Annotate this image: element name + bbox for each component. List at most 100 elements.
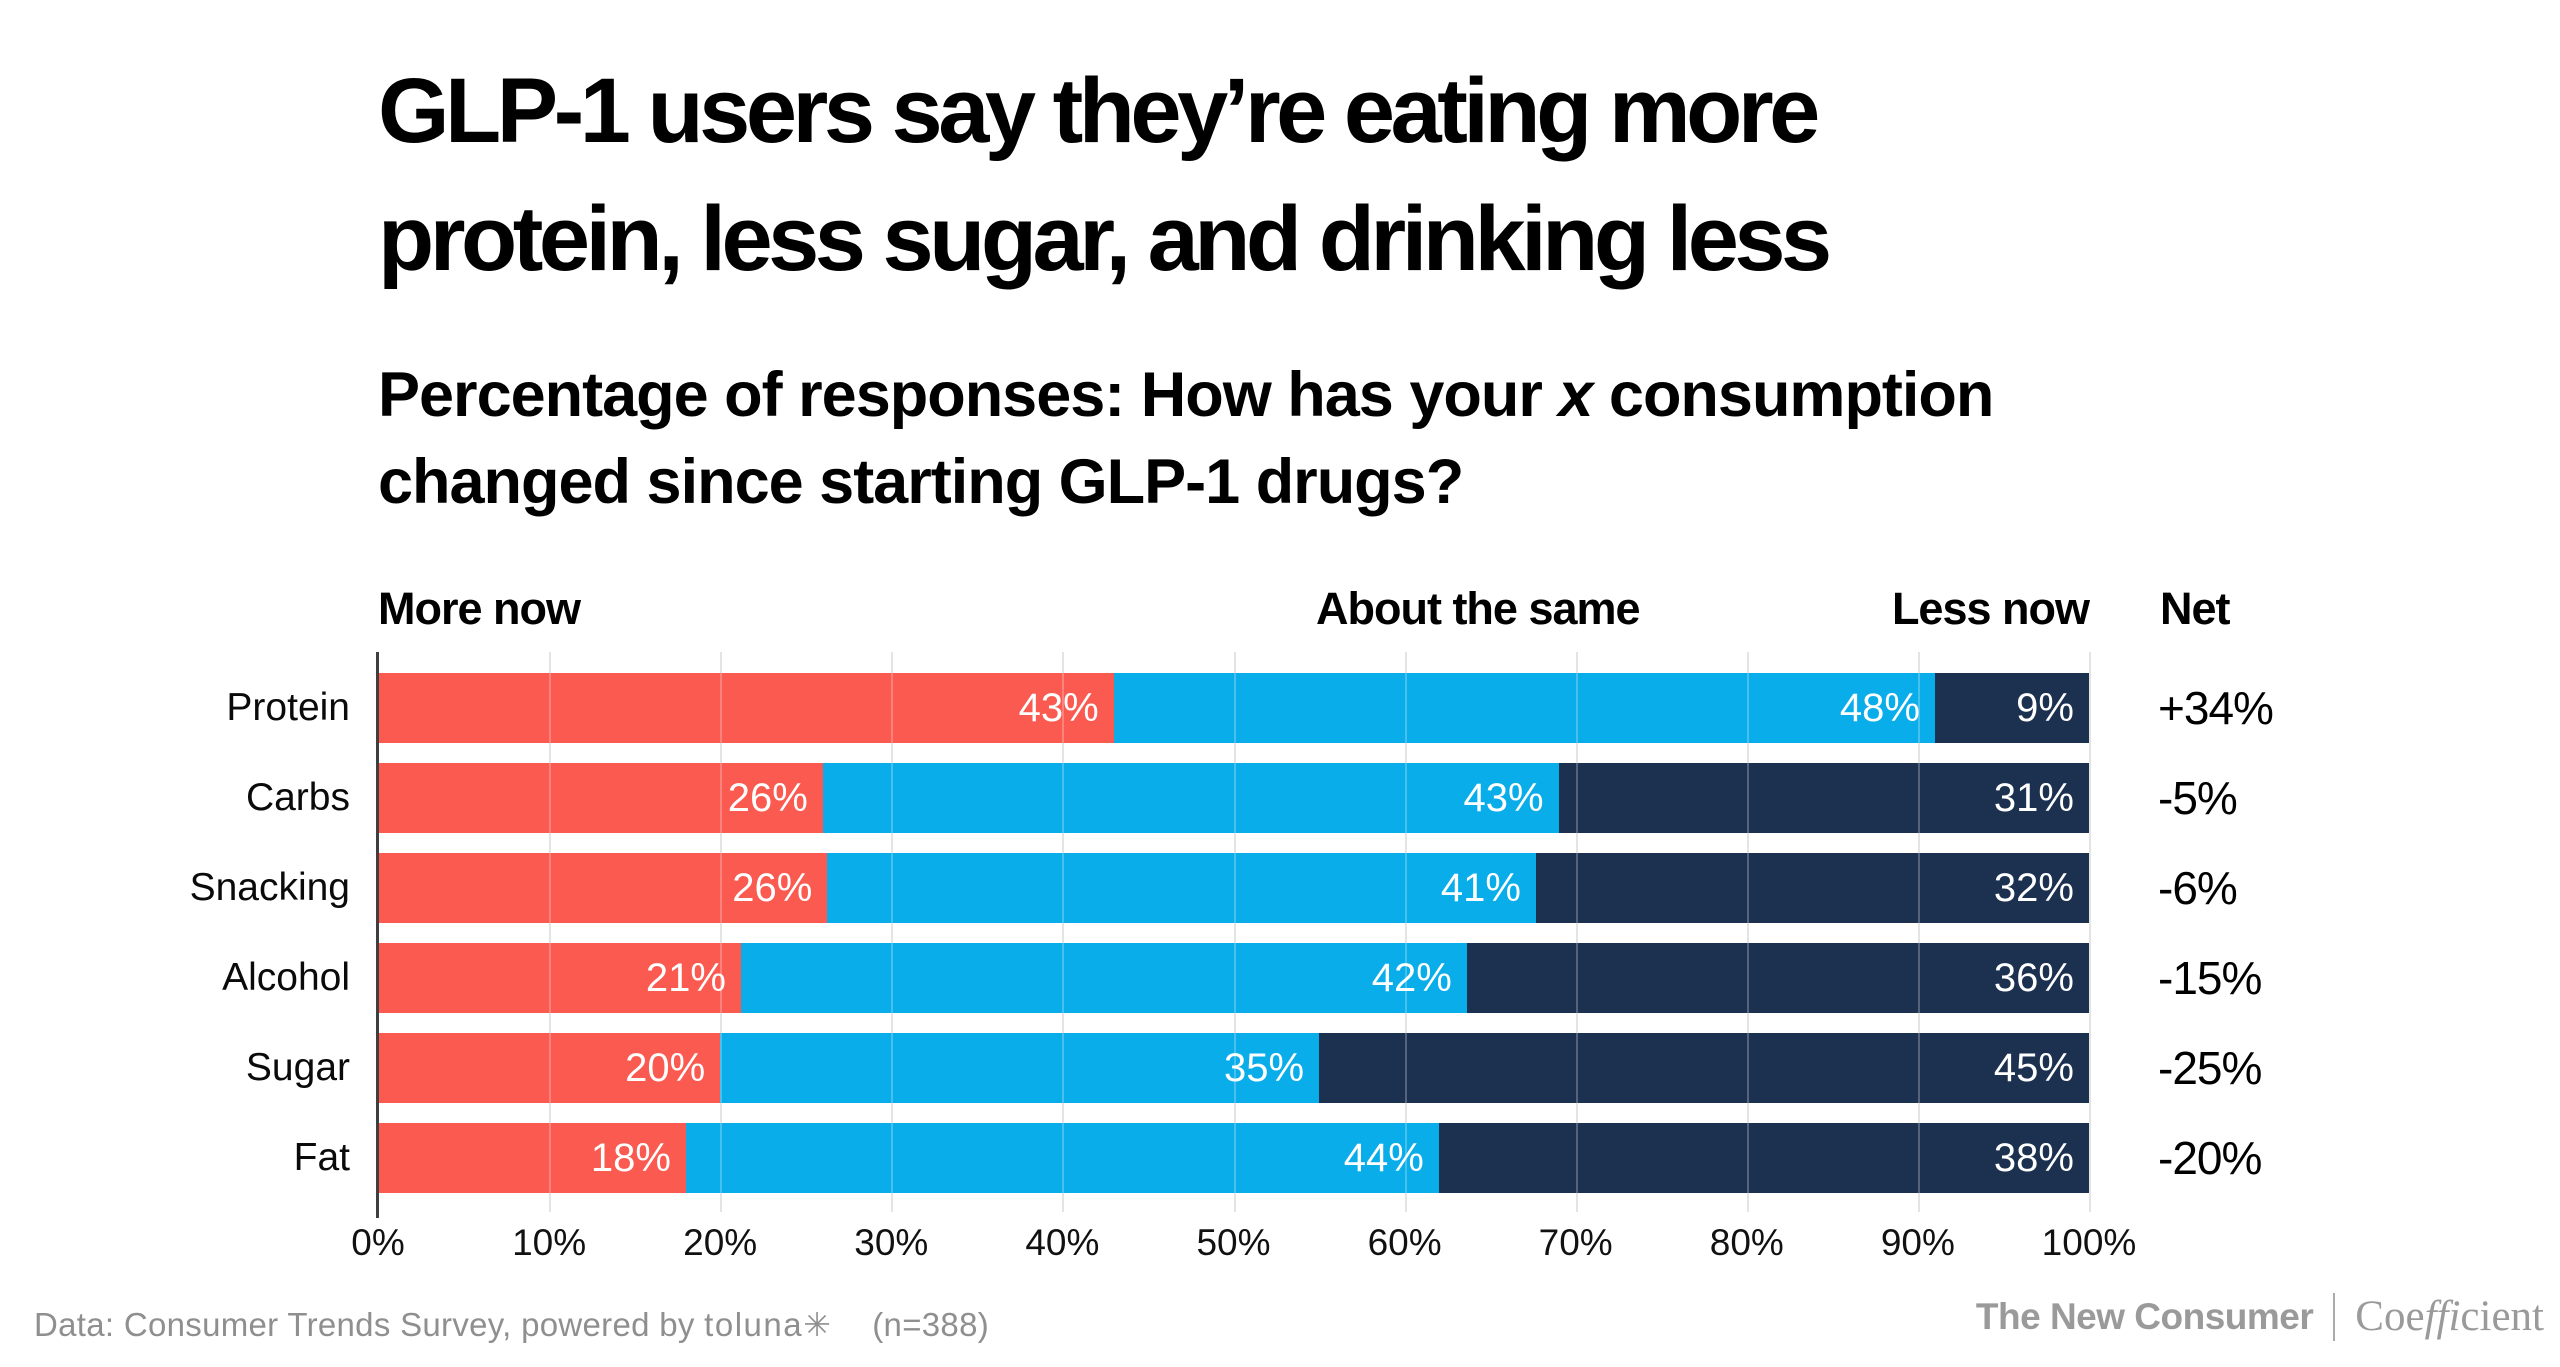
stacked-bar: 43% 48% 9% bbox=[378, 673, 2089, 743]
category-label: Sugar bbox=[245, 1046, 350, 1089]
bar-segment-more-now: 26% bbox=[378, 763, 823, 833]
bar-value-label: 9% bbox=[2016, 685, 2074, 730]
bar-value-label: 44% bbox=[1343, 1135, 1424, 1180]
x-axis-tick-label: 10% bbox=[512, 1222, 587, 1263]
plot-area: 0% 10% 20% 30% 40% 50% 60% 70% 80% 90% 100% Protei… bbox=[190, 652, 2274, 1263]
bar-segment-more-now: 26% bbox=[378, 853, 828, 923]
x-axis-tick-label: 40% bbox=[1025, 1222, 1100, 1263]
bar-segment-less-now: 38% bbox=[1438, 1123, 2089, 1193]
stacked-bar: 21% 42% 36% bbox=[378, 943, 2089, 1013]
bar-value-label: 45% bbox=[1993, 1045, 2074, 1090]
sample-size: (n=388) bbox=[872, 1306, 990, 1343]
brand-divider bbox=[2333, 1292, 2336, 1341]
gridline bbox=[1062, 652, 1065, 1212]
bar-value-label: 21% bbox=[645, 955, 726, 1000]
gridline-overlay bbox=[1575, 652, 1578, 1212]
chart-row: Alcohol 21% 42% 36% -15% bbox=[222, 943, 2262, 1013]
x-axis-tick-label: 70% bbox=[1538, 1222, 1613, 1263]
bar-segment-about-the-same: 41% bbox=[827, 853, 1536, 923]
bar-segment-less-now: 36% bbox=[1466, 943, 2089, 1013]
toluna-logo: toluna bbox=[704, 1306, 804, 1343]
gridline-overlay bbox=[549, 652, 552, 1212]
bar-value-label: 41% bbox=[1440, 865, 1521, 910]
gridline bbox=[2089, 652, 2091, 1212]
chart-row: Snacking 26% 41% 32% -6% bbox=[190, 853, 2238, 923]
chart-row: Protein 43% 48% 9% +34% bbox=[226, 673, 2274, 743]
header-net: Net bbox=[2160, 583, 2231, 634]
bar-segment-less-now: 9% bbox=[1934, 673, 2089, 743]
gridline bbox=[1233, 652, 1236, 1212]
bar-value-label: 36% bbox=[1993, 955, 2074, 1000]
chart-row: Fat 18% 44% 38% -20% bbox=[294, 1123, 2262, 1193]
stacked-bar: 26% 43% 31% bbox=[378, 763, 2089, 833]
chart-row: Sugar 20% 35% 45% -25% bbox=[246, 1033, 2262, 1103]
bar-segment-less-now: 32% bbox=[1535, 853, 2089, 923]
series-headers: More now About the same Less now bbox=[378, 583, 2090, 639]
subtitle-emphasis: x bbox=[1558, 360, 1593, 430]
bar-value-label: 43% bbox=[1018, 685, 1099, 730]
gridline-overlay bbox=[891, 652, 894, 1212]
gridline-overlay bbox=[720, 652, 723, 1212]
chart-subtitle: Percentage of responses: How has your x … bbox=[378, 352, 1994, 526]
bar-segment-about-the-same: 48% bbox=[1113, 673, 1935, 743]
chart-row: Carbs 26% 43% 31% -5% bbox=[246, 763, 2238, 833]
bar-value-label: 42% bbox=[1371, 955, 1452, 1000]
category-label: Protein bbox=[226, 686, 350, 729]
category-label: Fat bbox=[293, 1136, 350, 1179]
bar-segment-about-the-same: 44% bbox=[685, 1123, 1439, 1193]
bar-segment-about-the-same: 35% bbox=[720, 1033, 1320, 1103]
x-axis-tick-label: 50% bbox=[1196, 1222, 1271, 1263]
subtitle-text: Percentage of responses: How has your bbox=[378, 360, 1559, 430]
category-label: Carbs bbox=[245, 776, 350, 819]
bar-segment-less-now: 31% bbox=[1558, 763, 2089, 833]
coefficient-end: cient bbox=[2460, 1293, 2544, 1340]
toluna-star-icon: ✳ bbox=[803, 1306, 833, 1343]
gridline-overlay bbox=[1917, 652, 1920, 1212]
gridline bbox=[1746, 652, 1749, 1212]
x-axis-tick-label: 100% bbox=[2041, 1222, 2137, 1263]
bar-value-label: 35% bbox=[1223, 1045, 1305, 1090]
source-text: Data: Consumer Trends Survey, powered by bbox=[34, 1306, 705, 1343]
bar-value-label: 26% bbox=[732, 865, 813, 910]
bar-segment-less-now: 45% bbox=[1319, 1033, 2089, 1103]
header-more-now: More now bbox=[378, 583, 581, 634]
stacked-bar: 18% 44% 38% bbox=[378, 1123, 2089, 1193]
net-value: -5% bbox=[2158, 772, 2238, 824]
gridline bbox=[1917, 652, 1920, 1212]
bar-value-label: 43% bbox=[1463, 775, 1544, 820]
x-axis-tick-label: 20% bbox=[683, 1222, 758, 1263]
bar-value-label: 18% bbox=[590, 1135, 671, 1180]
net-value: -25% bbox=[2158, 1042, 2262, 1094]
gridline-overlay bbox=[1233, 652, 1236, 1212]
chart-title-line1: GLP-1 users say they’re eating more bbox=[378, 60, 1820, 162]
gridline bbox=[1575, 652, 1578, 1212]
brand-lockup: The New Consumer Coefficient bbox=[1976, 1292, 2544, 1341]
bar-segment-more-now: 21% bbox=[378, 943, 741, 1013]
category-label: Snacking bbox=[189, 866, 350, 909]
gridline-overlay bbox=[1062, 652, 1065, 1212]
x-axis-tick-label: 0% bbox=[351, 1222, 405, 1263]
coefficient-start: Coe bbox=[2355, 1293, 2425, 1340]
x-axis-tick-label: 60% bbox=[1367, 1222, 1442, 1263]
bar-segment-more-now: 43% bbox=[378, 673, 1114, 743]
bar-value-label: 32% bbox=[1993, 865, 2074, 910]
bar-segment-more-now: 20% bbox=[378, 1033, 721, 1103]
x-axis: 0% 10% 20% 30% 40% 50% 60% 70% 80% 90% 100% bbox=[351, 1222, 2136, 1272]
bar-segment-about-the-same: 42% bbox=[740, 943, 1467, 1013]
net-value: -6% bbox=[2158, 862, 2238, 914]
the-new-consumer-logo: The New Consumer bbox=[1975, 1295, 2314, 1337]
stacked-bar: 20% 35% 45% bbox=[378, 1033, 2089, 1103]
gridline bbox=[720, 652, 723, 1212]
bar-value-label: 38% bbox=[1993, 1135, 2074, 1180]
subtitle-text-after: consumption bbox=[1592, 360, 1994, 430]
net-value: -15% bbox=[2158, 952, 2262, 1004]
gridline bbox=[891, 652, 894, 1212]
net-value: +34% bbox=[2158, 682, 2274, 734]
bar-value-label: 20% bbox=[625, 1045, 706, 1090]
net-value: -20% bbox=[2158, 1132, 2262, 1184]
category-label: Alcohol bbox=[222, 956, 350, 999]
y-axis-line bbox=[376, 652, 379, 1218]
chart-subtitle-line2: changed since starting GLP-1 drugs? bbox=[378, 446, 1464, 517]
bar-value-label: 26% bbox=[727, 775, 808, 820]
